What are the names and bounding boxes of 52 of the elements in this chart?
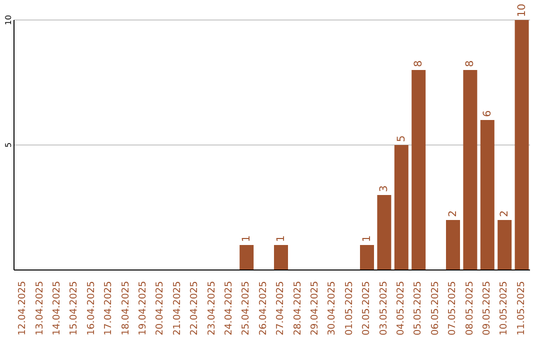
x-tick-label: 08.05.2025 bbox=[464, 281, 476, 336]
x-tick-label: 06.05.2025 bbox=[430, 281, 441, 336]
x-tick-label: 16.04.2025 bbox=[86, 281, 97, 336]
x-tick-label: 01.05.2025 bbox=[344, 281, 355, 336]
x-tick-label: 26.04.2025 bbox=[258, 281, 269, 336]
x-tick-label: 21.04.2025 bbox=[172, 281, 183, 336]
x-tick-label: 12.04.2025 bbox=[17, 281, 28, 336]
data-label: 1 bbox=[275, 235, 287, 242]
x-tick-label: 09.05.2025 bbox=[482, 281, 492, 336]
bar bbox=[412, 70, 426, 270]
data-label: 3 bbox=[378, 185, 390, 192]
bar bbox=[240, 245, 254, 270]
data-label: 8 bbox=[412, 60, 425, 67]
data-label: 5 bbox=[395, 135, 408, 142]
x-tick-label: 18.04.2025 bbox=[120, 281, 132, 336]
bar bbox=[394, 145, 408, 270]
data-label: 2 bbox=[498, 210, 511, 217]
bar bbox=[480, 120, 494, 270]
x-tick-label: 13.04.2025 bbox=[34, 281, 46, 336]
data-label: 6 bbox=[481, 110, 494, 117]
bar bbox=[274, 245, 288, 270]
data-label: 1 bbox=[361, 235, 373, 242]
data-label: 10 bbox=[516, 4, 528, 17]
x-tick-label: 28.04.2025 bbox=[292, 281, 304, 336]
x-tick-label: 11.05.2025 bbox=[516, 281, 527, 336]
x-tick-label: 27.04.2025 bbox=[275, 281, 286, 336]
x-tick-label: 15.04.2025 bbox=[68, 281, 80, 336]
x-tick-label: 02.05.2025 bbox=[361, 281, 372, 336]
bar bbox=[360, 245, 374, 270]
x-tick-label: 19.04.2025 bbox=[138, 281, 148, 336]
x-tick-label: 30.04.2025 bbox=[326, 281, 338, 336]
bar bbox=[377, 195, 392, 270]
bar bbox=[463, 70, 478, 270]
bar bbox=[514, 20, 529, 270]
x-tick-label: 14.04.2025 bbox=[52, 281, 62, 336]
x-tick-label: 23.04.2025 bbox=[206, 281, 218, 336]
x-tick-label: 10.05.2025 bbox=[498, 281, 510, 336]
x-tick-label: 24.04.2025 bbox=[224, 281, 234, 336]
x-tick-label: 03.05.2025 bbox=[378, 281, 390, 336]
x-tick-label: 04.05.2025 bbox=[396, 281, 406, 336]
bar bbox=[446, 220, 460, 270]
bar bbox=[498, 220, 512, 270]
data-label: 8 bbox=[464, 60, 476, 67]
data-label: 2 bbox=[447, 210, 459, 217]
x-tick-label: 05.05.2025 bbox=[412, 281, 424, 336]
x-tick-label: 22.04.2025 bbox=[189, 281, 200, 336]
x-tick-label: 29.04.2025 bbox=[310, 281, 320, 336]
data-label: 1 bbox=[240, 235, 253, 242]
x-tick-label: 20.04.2025 bbox=[154, 281, 166, 336]
x-tick-label: 17.04.2025 bbox=[103, 281, 114, 336]
x-tick-label: 25.04.2025 bbox=[240, 281, 252, 336]
x-tick-label: 07.05.2025 bbox=[447, 281, 458, 336]
